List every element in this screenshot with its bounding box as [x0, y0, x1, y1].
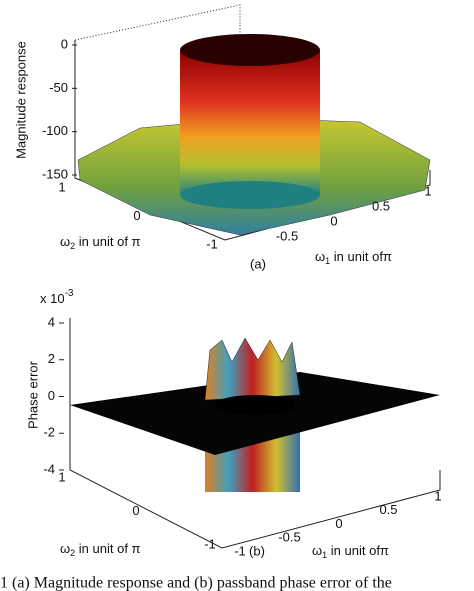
- axis-subscript: 1: [322, 550, 327, 560]
- z-multiplier: x 10-3: [40, 288, 74, 307]
- axis-text: in unit ofπ: [327, 543, 389, 558]
- axis-subscript: 2: [70, 241, 75, 251]
- w2-tick-label: 0: [133, 208, 140, 223]
- axis-subscript: 1: [325, 256, 330, 266]
- w2-tick-label: -1: [206, 236, 218, 251]
- axis-label: ω1 in unit ofπ: [315, 249, 392, 266]
- axis-symbol: ω: [60, 541, 70, 556]
- flat-surface: [215, 395, 295, 415]
- z-tick-label: -100: [42, 123, 68, 138]
- z-tick-label: 0: [48, 388, 55, 403]
- axis-symbol: ω: [312, 543, 322, 558]
- z-tick-label: -50: [49, 80, 68, 95]
- multiplier-exponent: -3: [65, 288, 74, 299]
- z-tick-label: 0: [61, 36, 68, 51]
- passband-surface: [180, 181, 320, 209]
- z-tick-label: -2: [43, 425, 55, 440]
- axis-label: ω2 in unit of π: [60, 234, 141, 251]
- y-axis-label: Phase error: [25, 360, 40, 429]
- axis-text: in unit ofπ: [330, 249, 392, 264]
- w1-tick-label: 0.5: [372, 198, 390, 213]
- axis-subscript: 2: [70, 548, 75, 558]
- w2-tick-label: 1: [58, 469, 65, 484]
- panel-a-surface: [74, 4, 431, 241]
- z-tick-label: 4: [48, 314, 55, 329]
- axis-symbol: ω: [60, 234, 70, 249]
- w1-tick-label: 0.5: [379, 502, 397, 517]
- z-tick-label: -4: [43, 461, 55, 476]
- w2-tick-label: 1: [58, 179, 65, 194]
- panel-tag: (b): [249, 543, 265, 558]
- axis-label: ω1 in unit ofπ: [312, 543, 389, 560]
- panel-tag: (a): [250, 256, 266, 271]
- multiplier-base: x 10: [40, 291, 65, 306]
- w1-tick-label: 1: [434, 488, 441, 503]
- ring-surface: [204, 337, 301, 401]
- axis-label: ω2 in unit of π: [60, 541, 141, 558]
- w1-tick-label: 1: [424, 183, 431, 198]
- w1-tick-label: 0: [330, 213, 337, 228]
- w1-tick-label: -0.5: [276, 228, 298, 243]
- z-tick-label: -150: [42, 166, 68, 181]
- axis-symbol: ω: [315, 249, 325, 264]
- w1-tick-label: 0: [335, 516, 342, 531]
- w1-tick-label: -1: [234, 543, 246, 558]
- axis-box: [69, 318, 441, 549]
- passband-surface: [180, 50, 320, 195]
- w1-tick-label: -0.5: [278, 530, 300, 545]
- w2-tick-label: -1: [204, 536, 216, 551]
- axis-text: in unit of π: [75, 234, 140, 249]
- caption: 1 (a) Magnitude response and (b) passban…: [0, 575, 392, 591]
- z-tick-label: 2: [48, 351, 55, 366]
- panel-b-surface: [69, 318, 441, 549]
- passband-top: [180, 34, 320, 66]
- axis-text: in unit of π: [75, 541, 140, 556]
- w2-tick-label: 0: [132, 503, 139, 518]
- y-axis-label: Magnitude response: [13, 41, 28, 159]
